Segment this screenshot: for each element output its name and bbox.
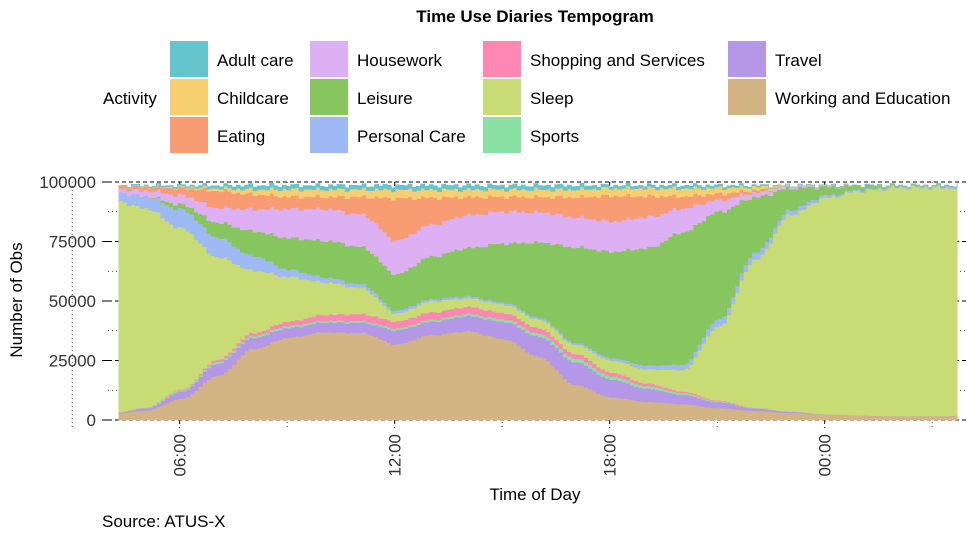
y-tick-label: 0 bbox=[87, 411, 96, 430]
legend-label-personal-care: Personal Care bbox=[357, 127, 466, 146]
legend-swatch-working-and-education bbox=[728, 79, 766, 115]
y-axis-label: Number of Obs bbox=[7, 242, 26, 357]
stacked-areas bbox=[118, 183, 958, 421]
legend-label-childcare: Childcare bbox=[217, 89, 289, 108]
legend: Activity Adult care Childcare Eating Housew… bbox=[103, 41, 950, 153]
legend-swatch-adult-care bbox=[170, 41, 208, 77]
y-tick-label: 100000 bbox=[39, 173, 96, 192]
source-caption: Source: ATUS-X bbox=[102, 512, 225, 531]
legend-swatch-travel bbox=[728, 41, 766, 77]
x-tick-label: 12:00 bbox=[386, 434, 405, 477]
legend-label-eating: Eating bbox=[217, 127, 265, 146]
legend-swatch-eating bbox=[170, 117, 208, 153]
x-tick-label: 00:00 bbox=[816, 434, 835, 477]
legend-label-sports: Sports bbox=[530, 127, 579, 146]
x-tick-label: 06:00 bbox=[171, 434, 190, 477]
legend-label-shopping-and-services: Shopping and Services bbox=[530, 51, 705, 70]
legend-swatch-sleep bbox=[483, 79, 521, 115]
area-adult-care bbox=[118, 183, 958, 193]
legend-label-leisure: Leisure bbox=[357, 89, 413, 108]
legend-title: Activity bbox=[103, 89, 157, 108]
legend-label-sleep: Sleep bbox=[530, 89, 573, 108]
y-tick-label: 75000 bbox=[49, 233, 96, 252]
x-axis-label: Time of Day bbox=[489, 485, 581, 504]
x-axis: 06:00 12:00 18:00 00:00 bbox=[171, 434, 835, 477]
legend-swatch-sports bbox=[483, 117, 521, 153]
y-tick-label: 50000 bbox=[49, 292, 96, 311]
legend-label-travel: Travel bbox=[775, 51, 822, 70]
legend-swatch-shopping-and-services bbox=[483, 41, 521, 77]
legend-swatch-personal-care bbox=[310, 117, 348, 153]
legend-label-working-and-education: Working and Education bbox=[775, 89, 950, 108]
legend-swatch-housework bbox=[310, 41, 348, 77]
x-tick-label: 18:00 bbox=[601, 434, 620, 477]
chart-title: Time Use Diaries Tempogram bbox=[416, 7, 653, 26]
legend-swatch-leisure bbox=[310, 79, 348, 115]
y-tick-label: 25000 bbox=[49, 352, 96, 371]
legend-label-adult-care: Adult care bbox=[217, 51, 294, 70]
legend-label-housework: Housework bbox=[357, 51, 443, 70]
y-axis: 0 25000 50000 75000 100000 bbox=[39, 173, 108, 430]
legend-swatch-childcare bbox=[170, 79, 208, 115]
